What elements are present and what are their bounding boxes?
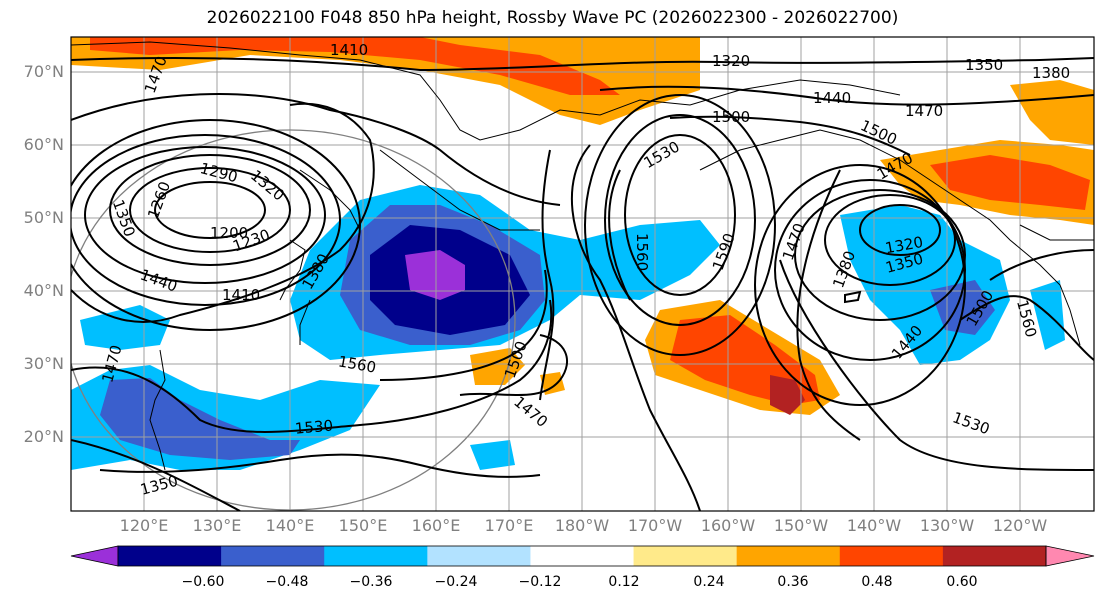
colorbar-extend-min bbox=[70, 545, 119, 567]
lat-label-50n: 50°N bbox=[23, 208, 64, 227]
colorbar-tick: 0.12 bbox=[608, 574, 640, 590]
lat-label-20n: 20°N bbox=[23, 427, 64, 446]
lat-label-30n: 30°N bbox=[23, 354, 64, 373]
contour-label: 1410 bbox=[330, 41, 368, 59]
contour-label: 1320 bbox=[712, 52, 750, 70]
colorbar-swatch bbox=[839, 546, 944, 566]
contour-label: 1200 bbox=[210, 224, 248, 242]
lon-label: 160°E bbox=[411, 516, 461, 535]
lon-label: 160°W bbox=[700, 516, 756, 535]
lon-label: 120°E bbox=[119, 516, 169, 535]
coastlines bbox=[71, 41, 1094, 471]
colorbar-swatch bbox=[633, 546, 738, 566]
lat-label-40n: 40°N bbox=[23, 281, 64, 300]
colorbar bbox=[70, 545, 1095, 567]
map-frame bbox=[70, 36, 1095, 512]
colorbar-swatch bbox=[736, 546, 841, 566]
colorbar-tick: 0.24 bbox=[693, 574, 725, 590]
contour-label: 1350 bbox=[965, 56, 1003, 74]
colorbar-swatch bbox=[942, 546, 1047, 566]
lon-label: 150°W bbox=[773, 516, 829, 535]
colorbar-tick: −0.48 bbox=[265, 574, 309, 590]
graticule bbox=[71, 37, 1094, 511]
great-circle bbox=[71, 129, 516, 511]
lat-label-70n: 70°N bbox=[23, 62, 64, 81]
lon-label: 130°E bbox=[192, 516, 242, 535]
lon-label: 120°W bbox=[992, 516, 1048, 535]
contour-label: 1440 bbox=[813, 89, 851, 107]
lon-label: 180°W bbox=[554, 516, 610, 535]
colorbar-tick: −0.36 bbox=[349, 574, 393, 590]
colorbar-swatch bbox=[221, 546, 325, 566]
colorbar-tick: −0.24 bbox=[434, 574, 478, 590]
colorbar-tick: 0.48 bbox=[861, 574, 893, 590]
colorbar-swatch bbox=[427, 546, 531, 566]
map-title: 2026022100 F048 850 hPa height, Rossby W… bbox=[206, 8, 899, 28]
colorbar-swatch bbox=[324, 546, 428, 566]
colorbar-extend-max bbox=[1045, 545, 1095, 567]
lon-label: 150°E bbox=[338, 516, 388, 535]
lon-label: 140°E bbox=[265, 516, 315, 535]
colorbar-frame bbox=[117, 545, 1047, 567]
map-area: 1410 1320 1350 1380 1470 1440 1470 1500 … bbox=[71, 37, 1094, 511]
contour-label: 1560 bbox=[633, 233, 651, 271]
contour-label: 1500 bbox=[712, 108, 750, 126]
contour-label: 1470 bbox=[905, 102, 943, 120]
lon-label: 140°W bbox=[846, 516, 902, 535]
contour-label: 1410 bbox=[222, 286, 260, 304]
colorbar-tick: −0.12 bbox=[518, 574, 562, 590]
colorbar-tick: 0.60 bbox=[946, 574, 978, 590]
lon-label: 130°W bbox=[919, 516, 975, 535]
colorbar-tick: −0.60 bbox=[181, 574, 225, 590]
anomaly-shading bbox=[71, 37, 1094, 470]
contour-label: 1530 bbox=[294, 416, 334, 437]
colorbar-swatch bbox=[530, 546, 635, 566]
height-contours bbox=[71, 57, 1094, 511]
lon-label: 170°E bbox=[484, 516, 534, 535]
contour-label: 1380 bbox=[1032, 64, 1070, 82]
lat-label-60n: 60°N bbox=[23, 135, 64, 154]
lon-label: 170°W bbox=[627, 516, 683, 535]
colorbar-tick: 0.36 bbox=[777, 574, 809, 590]
colorbar-swatch bbox=[118, 546, 222, 566]
